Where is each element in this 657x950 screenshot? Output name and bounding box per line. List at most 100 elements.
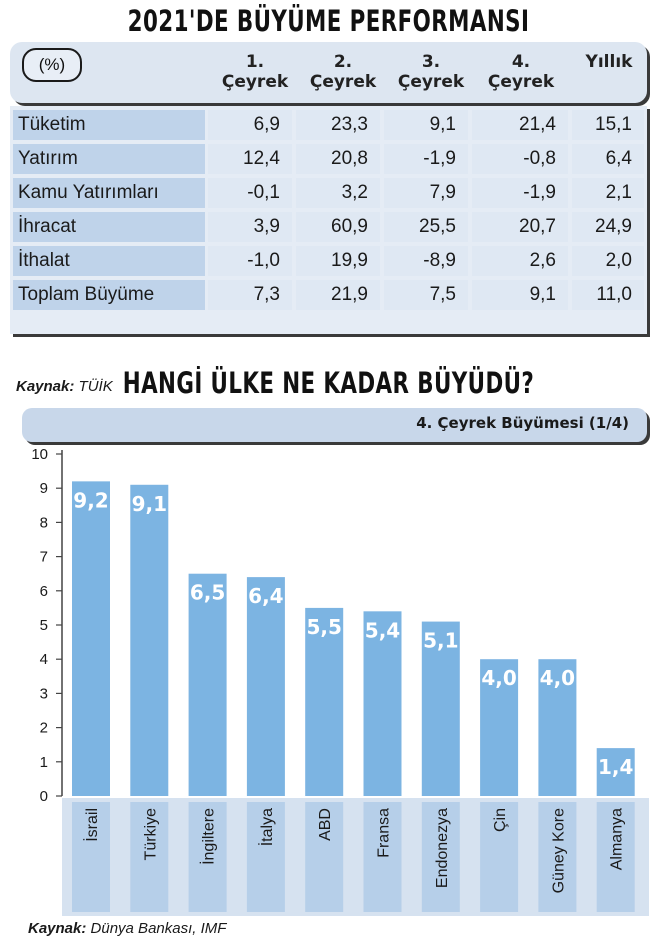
category-label: Çin — [492, 808, 509, 832]
category-cell — [421, 802, 460, 912]
category-label: ABD — [317, 808, 334, 841]
table-cell: -0,1 — [208, 178, 292, 208]
y-tick-label: 1 — [40, 754, 48, 771]
bar-value-label: 1,4 — [598, 755, 633, 779]
table-cell: 25,5 — [384, 212, 468, 242]
table-row: Kamu Yatırımları -0,1 3,2 7,9 -1,9 2,1 — [10, 178, 647, 208]
chart-title: HANGİ ÜLKE NE KADAR BÜYÜDÜ? — [122, 366, 535, 400]
category-cell — [538, 802, 577, 912]
table-row: Tüketim 6,9 23,3 9,1 21,4 15,1 — [10, 110, 647, 140]
y-tick-label: 7 — [40, 549, 48, 566]
table-cell: 7,9 — [384, 178, 468, 208]
bar — [596, 748, 635, 796]
bar-value-label: 9,1 — [132, 492, 167, 516]
chart-subtitle-bar: 4. Çeyrek Büyümesi (1/4) — [22, 408, 647, 442]
table-cell: 60,9 — [296, 212, 380, 242]
bar-value-label: 5,5 — [306, 615, 341, 639]
row-label: Toplam Büyüme — [13, 280, 205, 310]
y-tick-label: 0 — [40, 788, 48, 805]
table-cell: 7,3 — [208, 280, 292, 310]
table-cell: 20,8 — [296, 144, 380, 174]
table-cell: 11,0 — [572, 280, 644, 310]
category-label: Fransa — [376, 808, 393, 858]
table-row: Toplam Büyüme 7,3 21,9 7,5 9,1 11,0 — [10, 280, 647, 310]
bar — [363, 611, 402, 796]
bar — [130, 484, 169, 796]
category-cell — [596, 802, 635, 912]
table-cell: 6,4 — [572, 144, 644, 174]
row-label: Kamu Yatırımları — [13, 178, 205, 208]
row-label: İhracat — [13, 212, 205, 242]
table-cell: 7,5 — [384, 280, 468, 310]
row-label: Yatırım — [13, 144, 205, 174]
table-header: (%) 1. Çeyrek 2. Çeyrek 3. Çeyrek 4. Çeyrek … — [10, 42, 647, 103]
table-cell: 12,4 — [208, 144, 292, 174]
table-cell: -1,9 — [384, 144, 468, 174]
table-cell: 2,6 — [472, 246, 568, 276]
bar — [188, 573, 227, 796]
bar-chart-svg: 0 1 2 3 4 5 6 7 8 9 10 9,2 İsrail 9,1 Türkiye 6,5 İngilt… — [31, 446, 649, 916]
category-label: Almanya — [609, 808, 626, 870]
bar-value-label: 9,2 — [73, 488, 108, 512]
growth-table: (%) 1. Çeyrek 2. Çeyrek 3. Çeyrek 4. Çeyrek … — [10, 42, 655, 395]
table-source: Kaynak: TÜİK — [16, 378, 113, 395]
category-cell — [363, 802, 402, 912]
table-cell: 9,1 — [384, 110, 468, 140]
category-label: İtalya — [257, 808, 276, 846]
table-row: İhracat 3,9 60,9 25,5 20,7 24,9 — [10, 212, 647, 242]
table-title: 2021'DE BÜYÜME PERFORMANSI — [127, 4, 530, 38]
y-tick-label: 3 — [40, 685, 48, 702]
table-cell: 21,4 — [472, 110, 568, 140]
column-header-annual: Yıllık — [585, 52, 633, 72]
table-row: İthalat -1,0 19,9 -8,9 2,6 2,0 — [10, 246, 647, 276]
column-header-q3: 3. Çeyrek — [397, 52, 465, 92]
category-label: Türkiye — [142, 808, 159, 861]
table-cell: 2,0 — [572, 246, 644, 276]
category-label: İngiltere — [199, 808, 218, 865]
y-tick-label: 6 — [40, 583, 48, 600]
table-cell: -0,8 — [472, 144, 568, 174]
category-label: Endonezya — [434, 808, 451, 888]
table-cell: 24,9 — [572, 212, 644, 242]
table-row: Yatırım 12,4 20,8 -1,9 -0,8 6,4 — [10, 144, 647, 174]
chart-subtitle: 4. Çeyrek Büyümesi (1/4) — [416, 414, 629, 432]
chart-source: Kaynak: Dünya Bankası, IMF — [28, 920, 227, 937]
bar — [538, 659, 577, 796]
category-cell — [72, 802, 110, 912]
y-tick-label: 8 — [40, 514, 48, 531]
bar — [305, 607, 344, 796]
table-cell: 6,9 — [208, 110, 292, 140]
bar-value-label: 6,5 — [190, 581, 225, 605]
category-label: İsrail — [82, 808, 101, 842]
row-label: İthalat — [13, 246, 205, 276]
table-cell: 9,1 — [472, 280, 568, 310]
table-cell: 20,7 — [472, 212, 568, 242]
table-cell: -8,9 — [384, 246, 468, 276]
bar — [246, 577, 285, 796]
table-cell: 3,2 — [296, 178, 380, 208]
table-cell: -1,0 — [208, 246, 292, 276]
table-cell: 15,1 — [572, 110, 644, 140]
column-header-q4: 4. Çeyrek — [487, 52, 555, 92]
row-label: Tüketim — [13, 110, 205, 140]
y-tick-label: 9 — [40, 480, 48, 497]
table-cell: 23,3 — [296, 110, 380, 140]
category-cell — [188, 802, 227, 912]
table-cell: 19,9 — [296, 246, 380, 276]
unit-badge: (%) — [22, 48, 82, 82]
bar-chart: 0 1 2 3 4 5 6 7 8 9 10 9,2 İsrail 9,1 Türkiye 6,5 İngilt… — [0, 440, 657, 918]
bar — [72, 481, 110, 796]
table-cell: 2,1 — [572, 178, 644, 208]
y-tick-label: 4 — [40, 651, 48, 668]
column-header-q2: 2. Çeyrek — [309, 52, 377, 92]
bar-value-label: 4,0 — [481, 666, 516, 690]
y-tick-label: 2 — [40, 720, 48, 737]
y-tick-label: 10 — [31, 446, 48, 463]
category-cell — [130, 802, 169, 912]
table-body: Tüketim 6,9 23,3 9,1 21,4 15,1 Yatırım 12,4 20,8… — [10, 106, 647, 395]
bar — [480, 659, 519, 796]
category-cell — [480, 802, 519, 912]
y-tick-label: 5 — [40, 617, 48, 634]
category-label: Güney Kore — [550, 808, 567, 893]
column-header-q1: 1. Çeyrek — [221, 52, 289, 92]
